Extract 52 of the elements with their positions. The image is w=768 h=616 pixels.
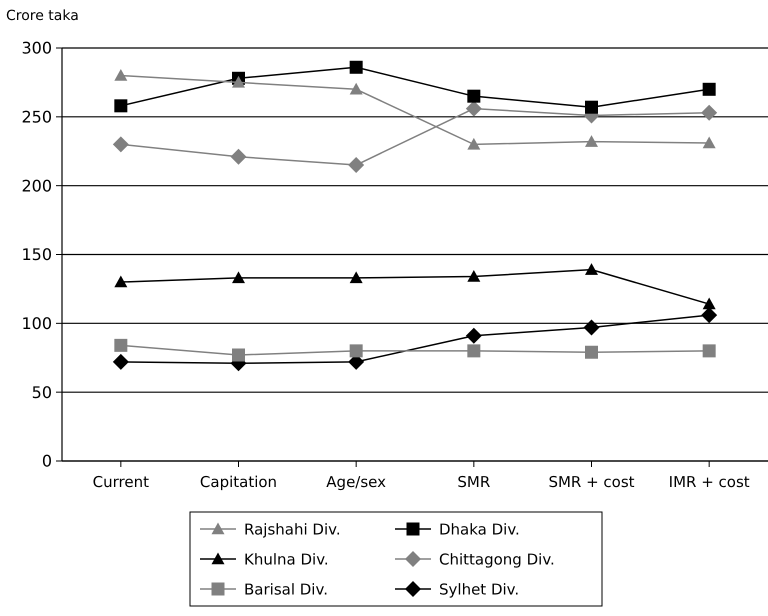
x-tick-label: Age/sex	[326, 473, 386, 491]
point	[467, 344, 480, 358]
legend-label: Sylhet Div.	[439, 580, 520, 598]
point	[702, 82, 716, 96]
x-tick-label: Capitation	[200, 473, 278, 491]
point	[112, 136, 129, 152]
y-axis-title: Crore taka	[6, 8, 79, 24]
y-tick-label: 50	[32, 382, 52, 402]
point	[230, 148, 246, 165]
point	[702, 344, 716, 358]
point	[466, 100, 482, 117]
y-tick-label: 250	[21, 107, 52, 126]
point	[702, 298, 716, 310]
point	[348, 157, 364, 174]
point	[467, 138, 480, 150]
point	[701, 307, 718, 324]
point	[467, 270, 480, 282]
point	[585, 100, 598, 114]
point	[350, 82, 363, 94]
y-tick-label: 200	[21, 176, 52, 196]
point	[585, 135, 598, 147]
point	[232, 76, 245, 88]
x-tick-label: SMR	[457, 473, 490, 491]
point	[584, 319, 600, 336]
y-tick-label: 0	[42, 452, 52, 471]
point	[114, 69, 128, 81]
x-tick-label: IMR + cost	[668, 473, 750, 491]
point	[467, 90, 480, 103]
point	[114, 276, 128, 288]
x-tick-label: Current	[92, 473, 150, 491]
y-tick-label: 150	[21, 245, 52, 264]
legend-label: Dhaka Div.	[439, 520, 520, 538]
point	[112, 354, 129, 370]
point	[114, 338, 128, 352]
legend-label: Khulna Div.	[244, 550, 329, 568]
point	[466, 328, 482, 344]
point	[702, 136, 716, 148]
legend-label: Barisal Div.	[244, 580, 328, 598]
legend-label: Rajshahi Div.	[244, 520, 341, 538]
point	[350, 344, 363, 358]
point	[232, 271, 245, 284]
point	[585, 263, 598, 275]
point	[701, 104, 718, 121]
point	[114, 99, 128, 112]
y-tick-label: 100	[21, 314, 52, 333]
point	[585, 346, 598, 359]
x-tick-label: SMR + cost	[548, 473, 635, 491]
legend-label: Chittagong Div.	[439, 550, 555, 568]
point	[350, 60, 363, 74]
y-tick-label: 300	[21, 38, 52, 58]
point	[232, 348, 245, 362]
point	[350, 271, 363, 284]
